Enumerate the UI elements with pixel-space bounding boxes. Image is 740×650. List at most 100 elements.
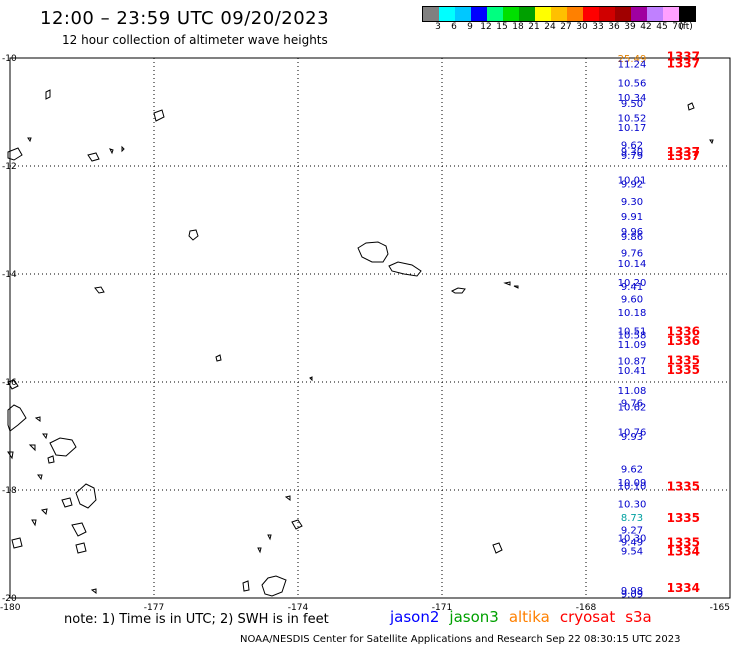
island-atoll-2 (153, 109, 165, 122)
satellite-pass-numbers: 1337133713371337133613361335133513351335… (667, 49, 700, 595)
latitude-label: -18 (2, 486, 17, 496)
island-atoll-1 (45, 89, 51, 100)
colorbar-swatch (439, 7, 455, 21)
longitude-label: -165 (710, 603, 730, 613)
legend-altika: altika (508, 608, 550, 626)
island-fiji-7 (7, 451, 14, 460)
latitude-label: -10 (2, 54, 17, 64)
pass-number: 1335 (667, 480, 700, 494)
island-tonga-4 (257, 547, 262, 554)
swh-value: 9.76 (621, 248, 643, 259)
longitude-label: -177 (144, 603, 164, 613)
swh-value: 9.09 (621, 590, 643, 601)
swh-value: 10.14 (618, 259, 647, 270)
island-fiji-1 (7, 379, 19, 390)
swh-value: 10.87 (618, 356, 647, 367)
swh-value: 10.58 (618, 330, 647, 341)
swh-observations: 25.4911.2410.5610.349.5010.5210.179.629.… (618, 54, 647, 601)
colorbar-swatch (519, 7, 535, 21)
swh-value: 10.52 (618, 113, 647, 124)
pass-number: 1336 (667, 334, 700, 348)
island-tau (503, 281, 511, 286)
swh-value: 8.73 (621, 513, 643, 524)
pass-number: 1335 (667, 511, 700, 525)
colorbar-swatch (455, 7, 471, 21)
island-fiji-9 (37, 474, 43, 481)
latitude-label: -12 (2, 162, 17, 172)
colorbar-label: 33 (592, 22, 604, 32)
longitude-label: -174 (288, 603, 309, 613)
swh-value: 9.62 (621, 464, 643, 475)
swh-value: 9.60 (621, 294, 643, 305)
pass-number: 1337 (667, 145, 700, 159)
colorbar-label: 15 (496, 22, 508, 32)
island-fiji-2 (7, 404, 27, 432)
swh-value: 9.96 (621, 227, 643, 238)
colorbar-swatch (503, 7, 519, 21)
island-niue (492, 542, 503, 554)
colorbar-swatch (663, 7, 679, 21)
swh-value: 9.91 (621, 212, 643, 223)
island-atoll-6 (121, 145, 125, 153)
pass-number: 1335 (667, 535, 700, 549)
latitude-labels: -10 -12 -14 -16 -18 -20 (2, 54, 17, 604)
colorbar-label: 18 (512, 22, 524, 32)
footer-note: note: 1) Time is in UTC; 2) SWH is in fe… (64, 612, 329, 627)
island-fiji-14 (71, 522, 87, 537)
swh-value: 9.86 (621, 232, 643, 243)
swh-value: 9.92 (621, 179, 643, 190)
latitude-label: -16 (2, 378, 17, 388)
swh-value: 10.56 (618, 78, 647, 89)
lat-lon-grid (10, 58, 730, 598)
swh-value: 9.50 (621, 99, 643, 110)
island-tonga-5 (242, 580, 250, 592)
latitude-label: -14 (2, 270, 17, 280)
swh-value: 11.24 (618, 59, 647, 70)
swh-value: 9.41 (621, 282, 643, 293)
pass-number: 1334 (667, 581, 700, 595)
colorbar-label: 39 (624, 22, 636, 32)
colorbar-label: 9 (467, 22, 473, 32)
swh-value: 11.08 (618, 386, 647, 397)
colorbar-label: 24 (544, 22, 556, 32)
swh-value: 9.30 (621, 197, 643, 208)
colorbar-label: 12 (480, 22, 492, 32)
colorbar-swatch (599, 7, 615, 21)
island-upolu (388, 261, 422, 277)
swh-value: 10.09 (618, 478, 647, 489)
island-small-1 (215, 354, 222, 362)
satellite-legend: jason2 jason3 altika cryosat s3a (390, 608, 662, 626)
swh-value: 10.10 (618, 482, 647, 493)
island-atoll-4 (87, 152, 100, 162)
swh-value: 9.76 (621, 399, 643, 410)
wave-height-colorbar (422, 6, 696, 22)
colorbar-label: 36 (608, 22, 620, 32)
island-tonga-6 (261, 575, 287, 597)
island-atoll-8 (687, 102, 695, 111)
longitude-label: -168 (576, 603, 597, 613)
colorbar-label: 21 (528, 22, 540, 32)
island-atoll-3 (7, 147, 23, 161)
island-atoll-7 (27, 137, 32, 143)
pass-number: 1335 (667, 353, 700, 367)
swh-value: 10.51 (618, 327, 647, 338)
island-small-2 (309, 376, 313, 382)
island-fiji-6 (47, 455, 55, 464)
swh-value: 10.20 (618, 278, 647, 289)
island-atoll-5 (109, 148, 114, 155)
island-atoll-9 (709, 139, 714, 145)
swh-value: 10.62 (618, 402, 647, 413)
footer-credit: NOAA/NESDIS Center for Satellite Applica… (240, 634, 681, 645)
island-futuna (94, 286, 105, 294)
colorbar-label: 45 (656, 22, 668, 32)
colorbar-label: 70 (672, 22, 684, 32)
pass-number: 1337 (667, 149, 700, 163)
swh-value: 10.01 (618, 176, 647, 187)
swh-value: 10.17 (618, 123, 647, 134)
colorbar-label: 30 (576, 22, 588, 32)
longitude-labels: -180 -177 -174 -171 -168 -165 (0, 603, 730, 613)
swh-value: 9.30 (621, 147, 643, 158)
island-fiji-15 (11, 537, 23, 549)
island-savaii (357, 241, 389, 263)
